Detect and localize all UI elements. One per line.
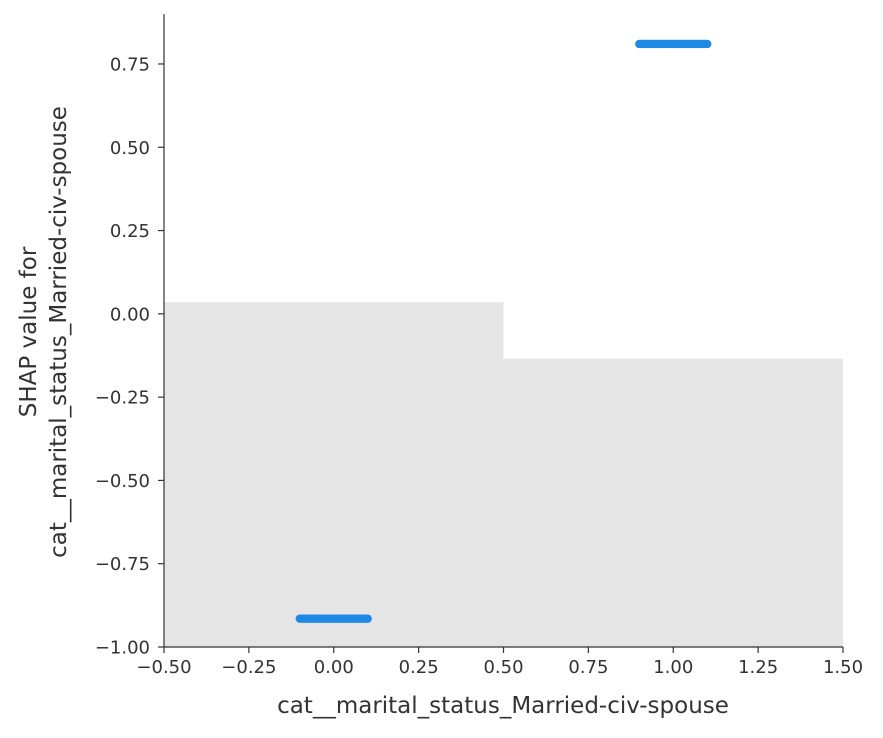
y-tick-label: 0.75 <box>110 54 150 75</box>
data-point <box>363 614 372 623</box>
x-tick-label: −0.50 <box>136 657 191 678</box>
histogram-bar-1 <box>503 358 843 647</box>
background-histogram <box>164 302 843 647</box>
y-tick-label: 0.50 <box>110 138 150 159</box>
y-axis-label-line-2: cat__marital_status_Married-civ-spouse <box>46 106 72 558</box>
x-tick-label: 1.25 <box>738 657 778 678</box>
x-tick-label: 1.00 <box>653 657 693 678</box>
x-tick-label: 0.00 <box>314 657 354 678</box>
y-tick-label: −1.00 <box>95 638 150 659</box>
x-tick-label: 0.50 <box>483 657 523 678</box>
y-axis-label: SHAP value for cat__marital_status_Marri… <box>16 106 72 558</box>
x-axis-label: cat__marital_status_Married-civ-spouse <box>277 693 729 719</box>
x-tick-label: 0.75 <box>568 657 608 678</box>
y-tick-label: −0.50 <box>95 471 150 492</box>
x-ticks: −0.50 −0.25 0.00 0.25 0.50 0.75 1.00 1.25 1.50 <box>136 647 863 678</box>
y-ticks: −1.00 −0.75 −0.50 −0.25 0.00 0.25 0.50 0.75 <box>95 54 164 659</box>
y-tick-label: −0.75 <box>95 554 150 575</box>
x-tick-label: 0.25 <box>399 657 439 678</box>
data-point <box>703 39 712 49</box>
x-tick-label: 1.50 <box>823 657 863 678</box>
x-tick-label: −0.25 <box>221 657 276 678</box>
histogram-bar-0 <box>164 302 504 647</box>
y-tick-label: −0.25 <box>95 388 150 409</box>
y-tick-label: 0.25 <box>110 221 150 242</box>
y-axis-label-line-1: SHAP value for <box>16 246 42 417</box>
y-tick-label: 0.00 <box>110 304 150 325</box>
scatter-points <box>295 39 712 623</box>
